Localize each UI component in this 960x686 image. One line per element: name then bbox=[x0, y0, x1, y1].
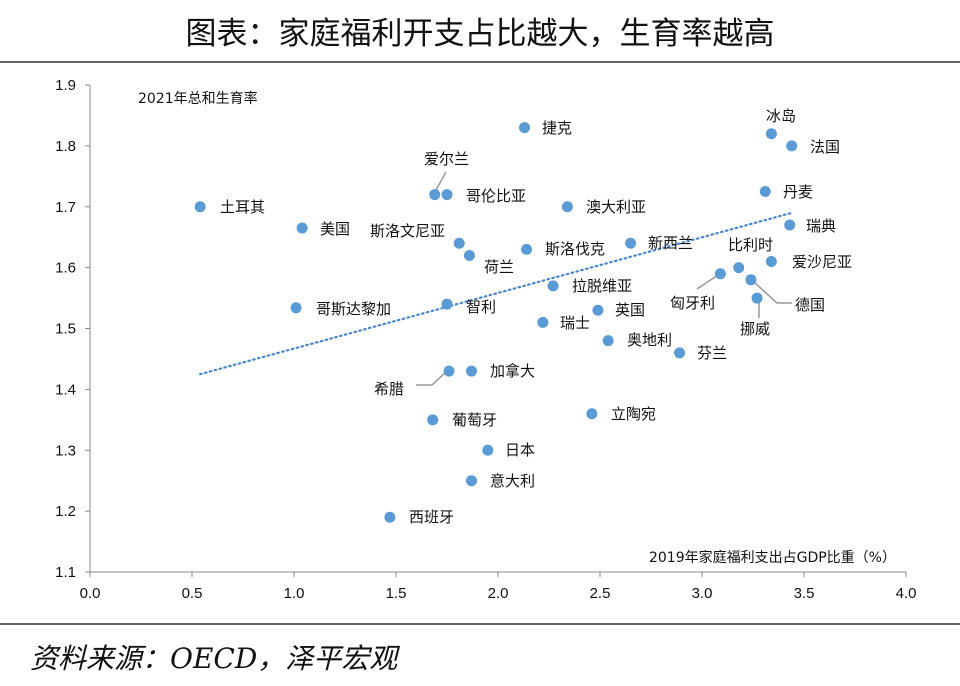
data-point bbox=[463, 249, 475, 261]
point-label: 爱尔兰 bbox=[424, 150, 469, 168]
data-point bbox=[453, 237, 465, 249]
y-tick-label: 1.9 bbox=[55, 77, 76, 94]
point-label: 瑞士 bbox=[560, 314, 590, 332]
x-tick-label: 1.5 bbox=[386, 585, 407, 602]
data-point bbox=[290, 302, 302, 314]
data-point bbox=[521, 243, 533, 255]
point-label: 比利时 bbox=[728, 236, 773, 254]
point-label: 意大利 bbox=[490, 472, 535, 490]
y-tick-label: 1.7 bbox=[55, 199, 76, 216]
axes: 0.0 0.5 1.0 1.5 2.0 2.5 3.0 3.5 4.0 1.1 1.2 1.3 1.4 1… bbox=[55, 77, 916, 602]
leader-line bbox=[416, 371, 447, 386]
x-tick-label: 3.0 bbox=[692, 585, 713, 602]
point-label: 荷兰 bbox=[484, 258, 514, 276]
x-tick-label: 0.0 bbox=[80, 585, 101, 602]
leader-line bbox=[753, 281, 792, 304]
x-tick-label: 1.0 bbox=[284, 585, 305, 602]
point-label: 立陶宛 bbox=[611, 405, 656, 423]
data-point bbox=[441, 189, 453, 201]
trendline-group bbox=[199, 211, 793, 376]
data-point bbox=[745, 274, 757, 286]
chart-title: 图表：家庭福利开支占比越大，生育率越高 bbox=[186, 16, 775, 52]
y-tick-label: 1.6 bbox=[55, 260, 76, 277]
point-label: 日本 bbox=[505, 441, 535, 459]
data-point bbox=[625, 237, 637, 249]
data-point bbox=[384, 511, 396, 523]
data-point bbox=[765, 128, 777, 140]
leader-line bbox=[696, 274, 719, 290]
data-point bbox=[465, 475, 477, 487]
x-tick-label: 4.0 bbox=[896, 585, 917, 602]
y-tick-label: 1.5 bbox=[55, 321, 76, 338]
point-label: 加拿大 bbox=[490, 362, 535, 380]
data-point bbox=[561, 201, 573, 213]
data-point bbox=[759, 186, 771, 198]
point-label: 哥斯达黎加 bbox=[316, 300, 391, 318]
x-tick-label: 2.5 bbox=[590, 585, 611, 602]
point-label: 澳大利亚 bbox=[586, 198, 646, 216]
y-axis-label: 2021年总和生育率 bbox=[138, 90, 258, 107]
point-label: 英国 bbox=[615, 301, 645, 319]
data-point bbox=[194, 201, 206, 213]
point-label: 冰岛 bbox=[766, 107, 796, 125]
point-label: 葡萄牙 bbox=[452, 411, 497, 429]
y-tick-label: 1.3 bbox=[55, 442, 76, 459]
point-label: 希腊 bbox=[374, 380, 404, 398]
x-tick-label: 3.5 bbox=[794, 585, 815, 602]
data-point bbox=[519, 122, 531, 134]
data-point bbox=[602, 335, 614, 347]
point-label: 新西兰 bbox=[648, 234, 693, 252]
point-label: 丹麦 bbox=[783, 183, 813, 201]
data-point bbox=[733, 262, 745, 274]
data-point bbox=[765, 256, 777, 268]
y-tick-label: 1.4 bbox=[55, 381, 76, 398]
data-point bbox=[429, 189, 441, 201]
point-label: 瑞典 bbox=[806, 217, 836, 235]
point-label: 美国 bbox=[320, 220, 350, 238]
point-label: 爱沙尼亚 bbox=[792, 253, 852, 271]
data-point bbox=[296, 222, 308, 234]
point-label: 土耳其 bbox=[220, 198, 265, 216]
point-label: 法国 bbox=[810, 138, 840, 156]
x-axis-label: 2019年家庭福利支出占GDP比重（%） bbox=[649, 549, 896, 566]
point-label: 德国 bbox=[795, 296, 825, 314]
point-label: 芬兰 bbox=[697, 344, 727, 362]
data-point bbox=[751, 292, 763, 304]
point-label: 哥伦比亚 bbox=[466, 187, 526, 205]
point-label: 斯洛文尼亚 bbox=[370, 222, 445, 240]
data-point bbox=[586, 408, 598, 420]
point-label: 匈牙利 bbox=[670, 294, 715, 312]
data-point bbox=[443, 365, 455, 377]
point-label: 拉脱维亚 bbox=[572, 277, 632, 295]
point-label: 奥地利 bbox=[627, 331, 672, 349]
leader-line bbox=[434, 171, 447, 193]
data-point bbox=[547, 280, 559, 292]
y-tick-label: 1.2 bbox=[55, 503, 76, 520]
y-tick-label: 1.1 bbox=[55, 564, 76, 581]
point-label: 斯洛伐克 bbox=[545, 240, 605, 258]
point-label: 智利 bbox=[466, 298, 496, 316]
leader-lines bbox=[416, 171, 792, 386]
point-label: 捷克 bbox=[542, 119, 572, 137]
data-point bbox=[537, 316, 549, 328]
trendline bbox=[199, 211, 793, 376]
x-tick-label: 0.5 bbox=[182, 585, 203, 602]
source-note: 资料来源：OECD，泽平宏观 bbox=[30, 642, 400, 675]
data-point bbox=[786, 140, 798, 152]
data-point bbox=[482, 444, 494, 456]
data-point bbox=[465, 365, 477, 377]
data-point bbox=[427, 414, 439, 426]
data-point bbox=[674, 347, 686, 359]
data-point bbox=[441, 298, 453, 310]
data-point bbox=[714, 268, 726, 280]
data-point bbox=[592, 304, 604, 316]
data-point bbox=[784, 219, 796, 231]
x-tick-label: 2.0 bbox=[488, 585, 509, 602]
point-label: 挪威 bbox=[740, 320, 770, 338]
point-label: 西班牙 bbox=[409, 508, 454, 526]
y-tick-label: 1.8 bbox=[55, 138, 76, 155]
